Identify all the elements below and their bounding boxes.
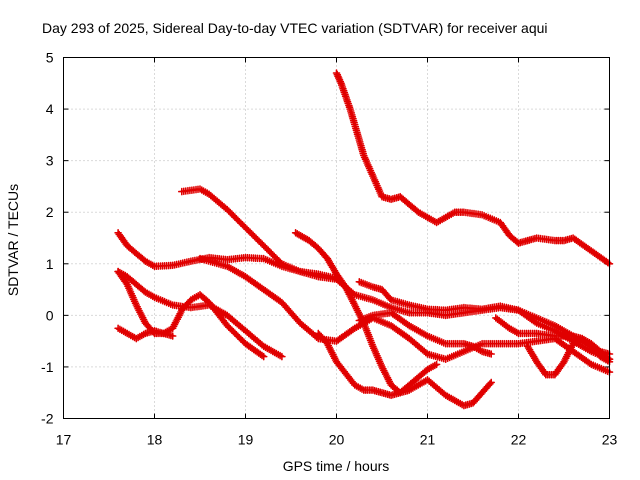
y-axis-label: SDTVAR / TECUs [5, 184, 21, 296]
x-tick-label: 20 [329, 432, 345, 448]
y-tick-label: -2 [41, 411, 54, 427]
y-tick-label: -1 [41, 359, 54, 375]
x-axis-label: GPS time / hours [283, 458, 390, 474]
grid-layer [63, 57, 610, 419]
y-tick-label: 1 [46, 256, 54, 272]
plot-frame [63, 57, 610, 419]
series-arc-4 [114, 324, 177, 343]
chart-title: Day 293 of 2025, Sidereal Day-to-day VTE… [42, 20, 548, 36]
x-tick-label: 17 [56, 432, 72, 448]
y-tick-label: 4 [46, 101, 54, 117]
x-tick-label: 18 [147, 432, 163, 448]
x-tick-label: 21 [420, 432, 436, 448]
series-arc-10 [355, 309, 495, 358]
x-tick-label: 23 [602, 432, 618, 448]
y-tick-label: 2 [46, 204, 54, 220]
series-arc-6 [196, 254, 614, 376]
y-tick-label: 0 [46, 307, 54, 323]
series-layer [114, 69, 614, 410]
x-tick-label: 22 [511, 432, 527, 448]
series-arc-9 [314, 329, 441, 400]
series-arc-7 [332, 69, 614, 268]
y-tick-label: 5 [46, 50, 54, 66]
series-arc-13 [523, 334, 614, 379]
x-tick-label: 19 [238, 432, 254, 448]
y-tick-label: 3 [46, 153, 54, 169]
series-arc-11 [355, 278, 614, 363]
series-arc-8 [291, 229, 495, 410]
